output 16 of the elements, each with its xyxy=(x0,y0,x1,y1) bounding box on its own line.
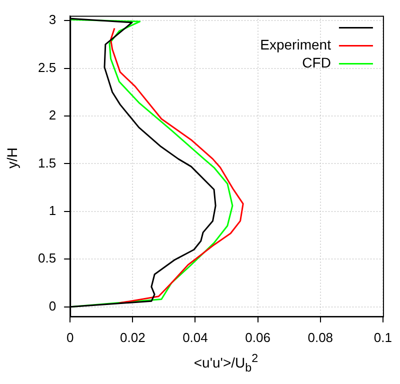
y-tick-label: 1 xyxy=(48,203,56,218)
x-tick-label: 0.06 xyxy=(245,330,270,345)
x-tick-label: 0.08 xyxy=(308,330,334,345)
y-tick-label: 2.5 xyxy=(38,60,56,75)
y-axis-title: y/H xyxy=(4,146,20,170)
y-tick-label: 0 xyxy=(48,298,56,314)
x-tick-label: 0.1 xyxy=(374,330,392,345)
x-tick-label: 0.02 xyxy=(120,330,146,345)
x-tick-label: 0 xyxy=(66,330,74,345)
legend-label: CFD xyxy=(302,54,331,71)
y-tick-label: 3 xyxy=(48,12,56,28)
y-tick-label: 1.5 xyxy=(38,155,56,170)
x-tick-label: 0.04 xyxy=(182,330,208,345)
legend-label: Experiment xyxy=(260,36,332,53)
y-tick-label: 2 xyxy=(48,108,56,123)
y-tick-label: 0.5 xyxy=(38,250,56,266)
